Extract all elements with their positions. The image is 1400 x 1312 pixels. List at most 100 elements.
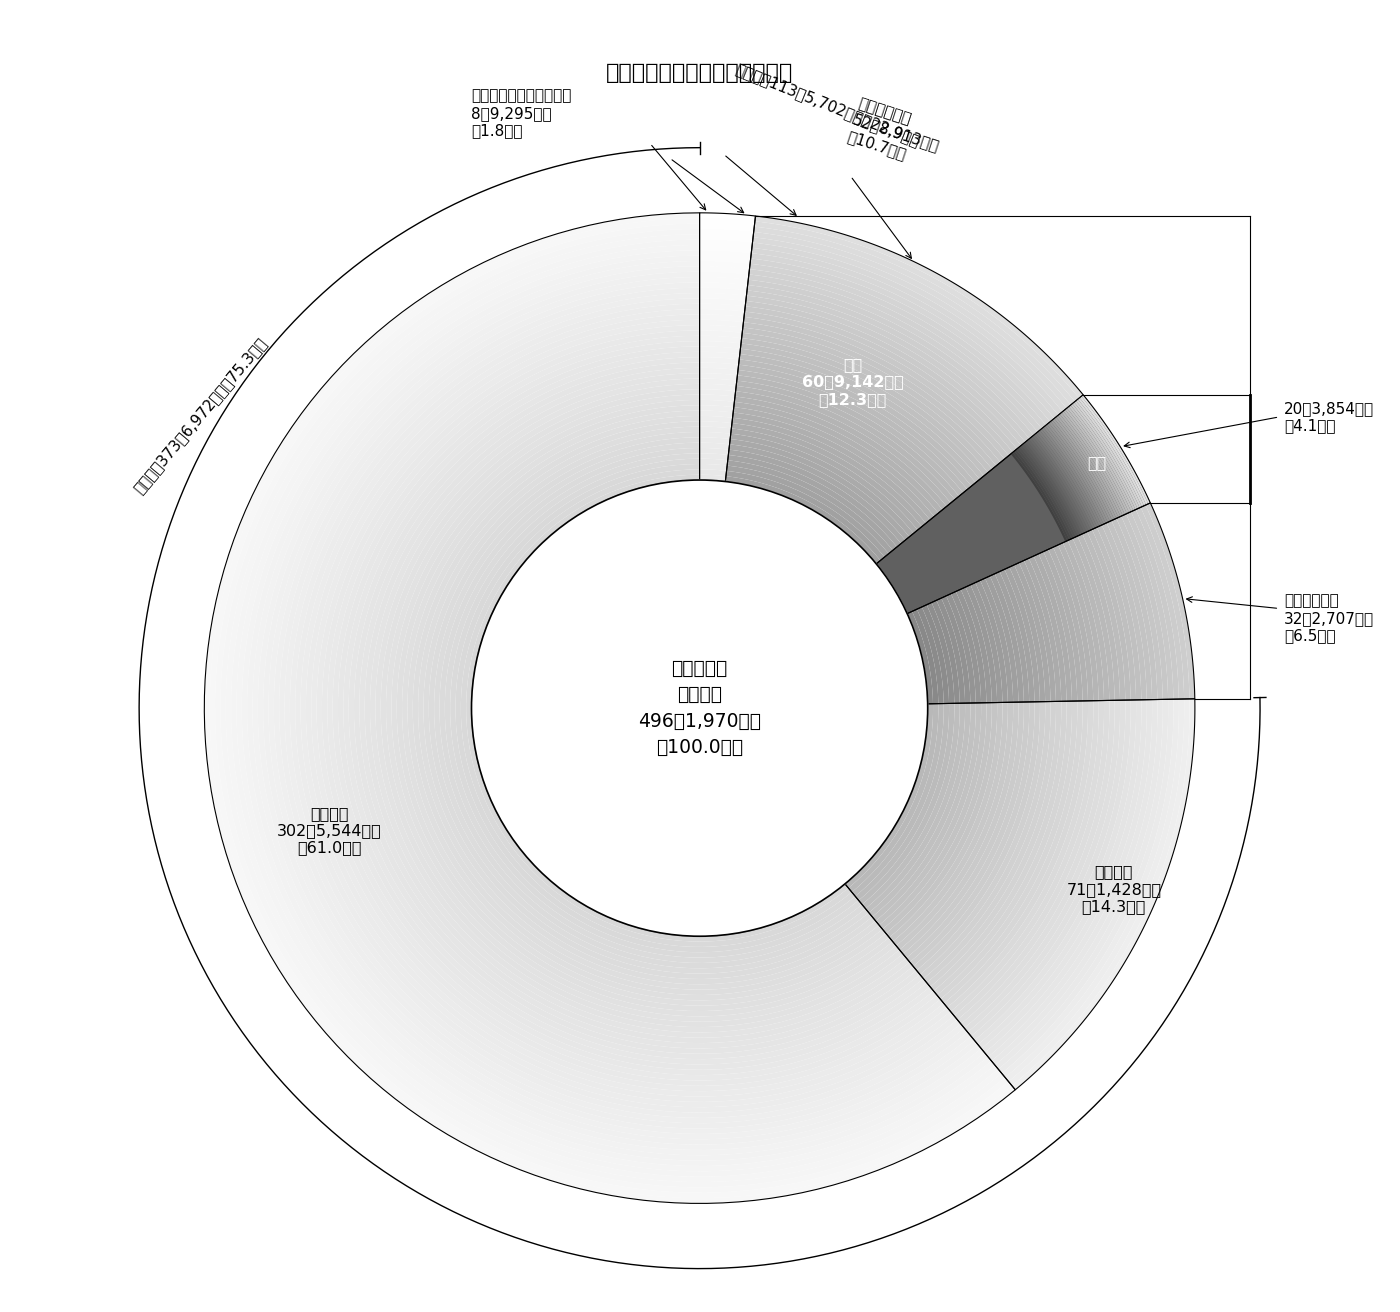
Polygon shape <box>944 701 1088 1008</box>
Polygon shape <box>1036 432 1098 529</box>
Polygon shape <box>1112 518 1158 699</box>
Polygon shape <box>927 702 1061 987</box>
Polygon shape <box>752 248 1058 419</box>
Polygon shape <box>316 325 944 1092</box>
Polygon shape <box>727 461 893 554</box>
Polygon shape <box>263 272 977 1144</box>
Polygon shape <box>1012 451 1070 541</box>
Polygon shape <box>700 331 742 338</box>
Polygon shape <box>231 240 998 1177</box>
Polygon shape <box>700 261 750 269</box>
Polygon shape <box>753 227 1075 405</box>
Text: 中央: 中央 <box>1086 455 1106 470</box>
Polygon shape <box>1092 527 1135 701</box>
Polygon shape <box>1009 565 1046 702</box>
Polygon shape <box>846 703 932 888</box>
Polygon shape <box>1004 567 1040 702</box>
Polygon shape <box>743 311 1009 459</box>
Polygon shape <box>734 401 938 517</box>
Polygon shape <box>1030 436 1091 531</box>
Polygon shape <box>1096 525 1141 699</box>
Polygon shape <box>960 701 1114 1029</box>
Polygon shape <box>322 331 941 1086</box>
Polygon shape <box>237 245 995 1172</box>
Polygon shape <box>1019 445 1078 537</box>
Polygon shape <box>951 701 1099 1015</box>
Polygon shape <box>1012 699 1194 1090</box>
Polygon shape <box>305 315 951 1102</box>
Polygon shape <box>750 258 1050 425</box>
Polygon shape <box>364 373 913 1043</box>
Polygon shape <box>913 702 1040 971</box>
Polygon shape <box>886 702 997 937</box>
Polygon shape <box>749 269 1042 432</box>
Polygon shape <box>700 390 735 396</box>
Polygon shape <box>735 396 942 513</box>
Polygon shape <box>700 447 729 455</box>
Polygon shape <box>1028 440 1086 533</box>
Polygon shape <box>752 237 1067 412</box>
Polygon shape <box>966 585 997 703</box>
Polygon shape <box>1079 396 1148 505</box>
Polygon shape <box>727 466 889 558</box>
Polygon shape <box>728 455 897 550</box>
Polygon shape <box>1037 430 1099 527</box>
Polygon shape <box>428 437 872 979</box>
Polygon shape <box>700 251 752 258</box>
Polygon shape <box>948 701 1093 1012</box>
Polygon shape <box>700 293 746 300</box>
Polygon shape <box>879 703 987 929</box>
Polygon shape <box>700 287 748 295</box>
Polygon shape <box>976 580 1008 702</box>
Circle shape <box>472 480 928 937</box>
Polygon shape <box>906 702 1029 962</box>
Polygon shape <box>1053 544 1093 701</box>
Polygon shape <box>396 405 893 1012</box>
Polygon shape <box>876 395 1151 614</box>
Polygon shape <box>1018 446 1075 538</box>
Polygon shape <box>927 602 955 703</box>
Polygon shape <box>735 391 946 510</box>
Polygon shape <box>1102 522 1147 699</box>
Polygon shape <box>984 699 1152 1057</box>
Polygon shape <box>700 437 731 445</box>
Polygon shape <box>1029 438 1089 531</box>
Polygon shape <box>1116 516 1163 699</box>
Polygon shape <box>941 596 970 703</box>
Polygon shape <box>1022 443 1081 535</box>
Polygon shape <box>349 357 924 1059</box>
Polygon shape <box>700 346 741 354</box>
Polygon shape <box>967 701 1126 1036</box>
Polygon shape <box>700 303 745 311</box>
Polygon shape <box>1043 550 1082 701</box>
Polygon shape <box>700 357 739 365</box>
Polygon shape <box>1078 398 1147 506</box>
Polygon shape <box>1141 505 1190 699</box>
Polygon shape <box>252 261 984 1156</box>
Polygon shape <box>851 703 944 896</box>
Polygon shape <box>700 432 731 440</box>
Polygon shape <box>1043 426 1106 525</box>
Polygon shape <box>700 240 752 248</box>
Polygon shape <box>700 235 753 243</box>
Polygon shape <box>729 440 910 541</box>
Polygon shape <box>225 235 1001 1182</box>
Polygon shape <box>392 400 896 1017</box>
Polygon shape <box>360 367 917 1048</box>
Polygon shape <box>1033 434 1093 530</box>
Polygon shape <box>700 416 732 422</box>
Polygon shape <box>1121 514 1168 699</box>
Polygon shape <box>910 702 1035 966</box>
Polygon shape <box>274 282 972 1134</box>
Polygon shape <box>755 222 1079 401</box>
Polygon shape <box>1065 408 1131 513</box>
Polygon shape <box>974 699 1137 1044</box>
Polygon shape <box>741 338 988 476</box>
Polygon shape <box>1025 441 1085 534</box>
Polygon shape <box>1005 699 1184 1081</box>
Polygon shape <box>279 287 967 1128</box>
Polygon shape <box>998 699 1173 1073</box>
Polygon shape <box>732 412 930 523</box>
Polygon shape <box>865 703 965 913</box>
Polygon shape <box>1063 541 1105 701</box>
